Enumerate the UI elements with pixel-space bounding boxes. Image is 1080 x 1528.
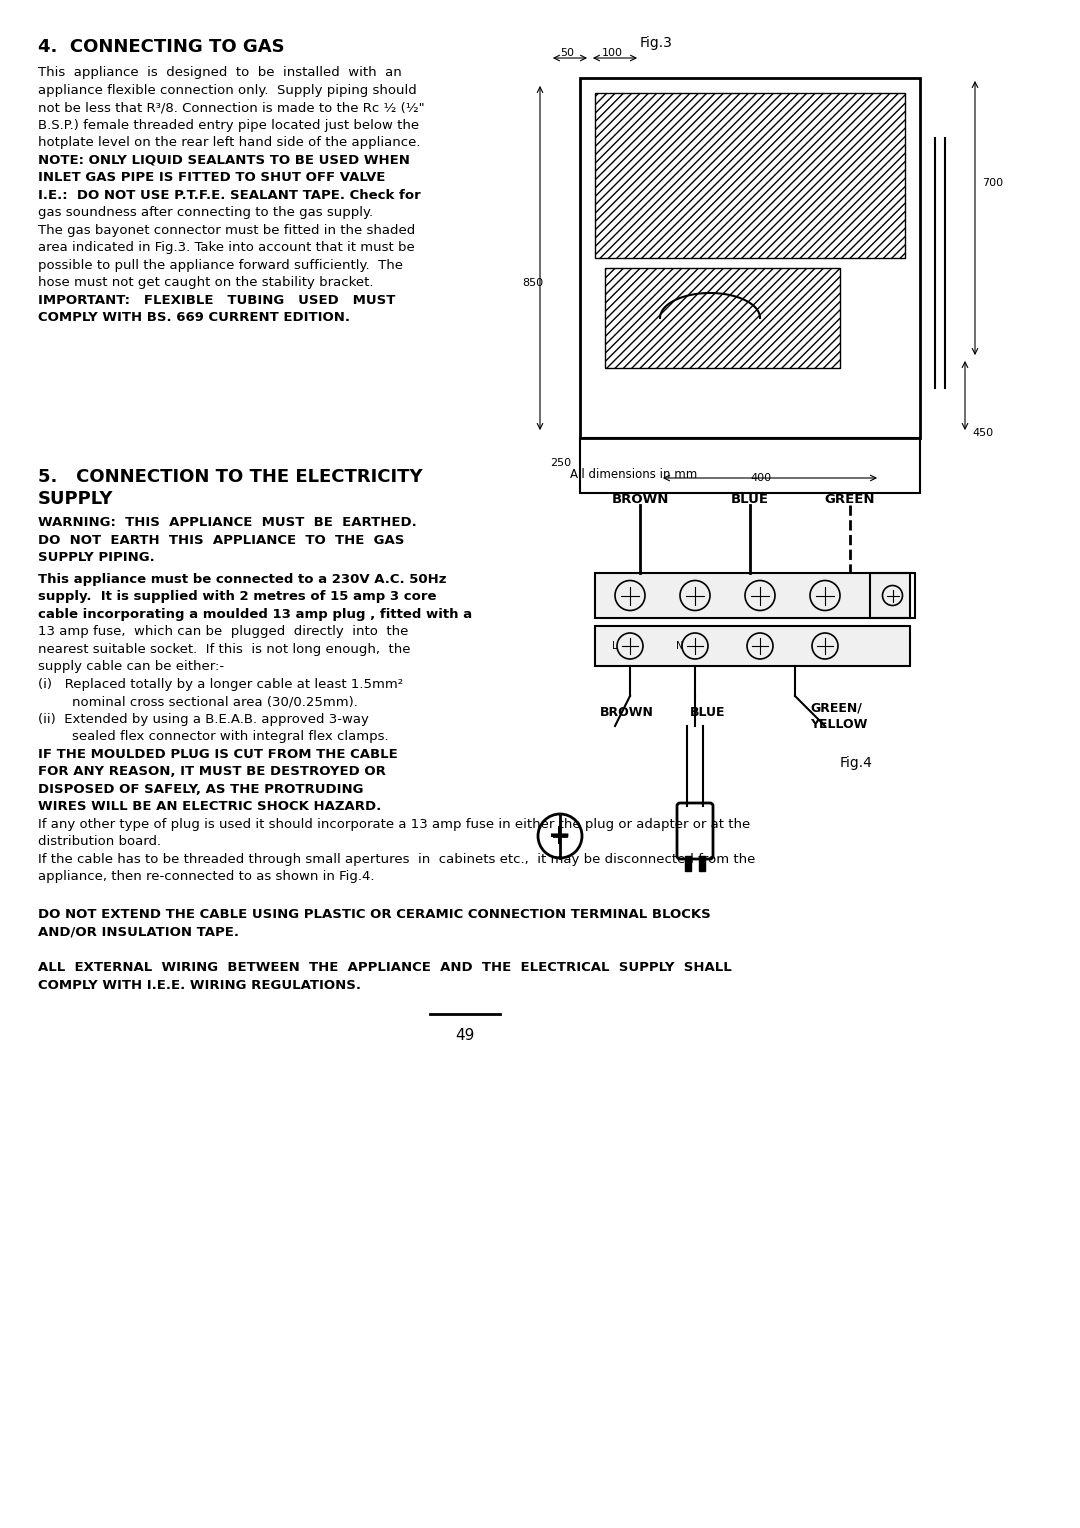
Text: SUPPLY PIPING.: SUPPLY PIPING. (38, 552, 154, 564)
Bar (580, 439, 920, 494)
Text: +: + (549, 822, 571, 850)
Text: COMPLY WITH I.E.E. WIRING REGULATIONS.: COMPLY WITH I.E.E. WIRING REGULATIONS. (38, 978, 361, 992)
Text: AND/OR INSULATION TAPE.: AND/OR INSULATION TAPE. (38, 926, 239, 938)
Bar (595, 573, 910, 617)
Text: SUPPLY: SUPPLY (38, 490, 113, 507)
Text: WARNING:  THIS  APPLIANCE  MUST  BE  EARTHED.: WARNING: THIS APPLIANCE MUST BE EARTHED. (38, 516, 417, 529)
Text: supply cable can be either:-: supply cable can be either:- (38, 660, 225, 672)
Text: All dimensions in mm: All dimensions in mm (570, 468, 698, 481)
Text: GREEN: GREEN (825, 494, 875, 506)
Bar (595, 93, 905, 258)
Text: area indicated in Fig.3. Take into account that it must be: area indicated in Fig.3. Take into accou… (38, 241, 415, 254)
Text: The gas bayonet connector must be fitted in the shaded: The gas bayonet connector must be fitted… (38, 223, 415, 237)
Text: sealed flex connector with integral flex clamps.: sealed flex connector with integral flex… (38, 730, 389, 743)
Text: BROWN: BROWN (600, 706, 653, 720)
Text: cable incorporating a moulded 13 amp plug , fitted with a: cable incorporating a moulded 13 amp plu… (38, 608, 472, 620)
Text: 400: 400 (750, 474, 771, 483)
Text: not be less that R³/8. Connection is made to the Rc ½ (½": not be less that R³/8. Connection is mad… (38, 101, 424, 115)
Text: nearest suitable socket.  If this  is not long enough,  the: nearest suitable socket. If this is not … (38, 642, 410, 656)
Text: DISPOSED OF SAFELY, AS THE PROTRUDING: DISPOSED OF SAFELY, AS THE PROTRUDING (38, 782, 364, 796)
Text: FOR ANY REASON, IT MUST BE DESTROYED OR: FOR ANY REASON, IT MUST BE DESTROYED OR (38, 766, 386, 778)
Text: (i)   Replaced totally by a longer cable at least 1.5mm²: (i) Replaced totally by a longer cable a… (38, 677, 403, 691)
Text: 700: 700 (982, 177, 1003, 188)
Text: IF THE MOULDED PLUG IS CUT FROM THE CABLE: IF THE MOULDED PLUG IS CUT FROM THE CABL… (38, 747, 397, 761)
Text: INLET GAS PIPE IS FITTED TO SHUT OFF VALVE: INLET GAS PIPE IS FITTED TO SHUT OFF VAL… (38, 171, 386, 183)
Text: (ii)  Extended by using a B.E.A.B. approved 3-way: (ii) Extended by using a B.E.A.B. approv… (38, 712, 369, 726)
Text: BLUE: BLUE (731, 494, 769, 506)
FancyBboxPatch shape (677, 804, 713, 859)
Text: appliance, then re-connected to as shown in Fig.4.: appliance, then re-connected to as shown… (38, 869, 375, 883)
Text: Fig.3: Fig.3 (640, 37, 673, 50)
Text: DO  NOT  EARTH  THIS  APPLIANCE  TO  THE  GAS: DO NOT EARTH THIS APPLIANCE TO THE GAS (38, 533, 404, 547)
Text: L: L (612, 642, 618, 651)
Text: DO NOT EXTEND THE CABLE USING PLASTIC OR CERAMIC CONNECTION TERMINAL BLOCKS: DO NOT EXTEND THE CABLE USING PLASTIC OR… (38, 908, 711, 920)
Text: hotplate level on the rear left hand side of the appliance.: hotplate level on the rear left hand sid… (38, 136, 420, 150)
Text: 13 amp fuse,  which can be  plugged  directly  into  the: 13 amp fuse, which can be plugged direct… (38, 625, 408, 639)
Bar (580, 78, 920, 439)
Text: appliance flexible connection only.  Supply piping should: appliance flexible connection only. Supp… (38, 84, 417, 96)
Text: This appliance must be connected to a 230V A.C. 50Hz: This appliance must be connected to a 23… (38, 573, 446, 585)
Text: NOTE: ONLY LIQUID SEALANTS TO BE USED WHEN: NOTE: ONLY LIQUID SEALANTS TO BE USED WH… (38, 153, 410, 167)
Bar (595, 93, 905, 258)
Text: BROWN: BROWN (611, 494, 669, 506)
Text: 5.   CONNECTION TO THE ELECTRICITY: 5. CONNECTION TO THE ELECTRICITY (38, 468, 422, 486)
Text: hose must not get caught on the stability bracket.: hose must not get caught on the stabilit… (38, 277, 374, 289)
Text: 850: 850 (522, 278, 543, 287)
Bar (605, 267, 840, 368)
Bar (870, 573, 915, 617)
Text: 50: 50 (561, 47, 573, 58)
Text: Fig.4: Fig.4 (840, 756, 873, 770)
Text: supply.  It is supplied with 2 metres of 15 amp 3 core: supply. It is supplied with 2 metres of … (38, 590, 436, 604)
Text: 4.  CONNECTING TO GAS: 4. CONNECTING TO GAS (38, 38, 285, 57)
Bar (699, 856, 705, 871)
Text: GREEN/: GREEN/ (810, 701, 862, 714)
Text: This  appliance  is  designed  to  be  installed  with  an: This appliance is designed to be install… (38, 66, 402, 79)
Text: N: N (676, 642, 684, 651)
Text: I.E.:  DO NOT USE P.T.F.E. SEALANT TAPE. Check for: I.E.: DO NOT USE P.T.F.E. SEALANT TAPE. … (38, 188, 421, 202)
Text: distribution board.: distribution board. (38, 834, 161, 848)
Text: possible to pull the appliance forward sufficiently.  The: possible to pull the appliance forward s… (38, 258, 403, 272)
Text: BLUE: BLUE (690, 706, 726, 720)
Text: 450: 450 (972, 428, 994, 439)
Text: 100: 100 (602, 47, 623, 58)
Text: IMPORTANT:   FLEXIBLE   TUBING   USED   MUST: IMPORTANT: FLEXIBLE TUBING USED MUST (38, 293, 395, 307)
Text: COMPLY WITH BS. 669 CURRENT EDITION.: COMPLY WITH BS. 669 CURRENT EDITION. (38, 312, 350, 324)
Text: nominal cross sectional area (30/0.25mm).: nominal cross sectional area (30/0.25mm)… (38, 695, 357, 707)
Text: B.S.P.) female threaded entry pipe located just below the: B.S.P.) female threaded entry pipe locat… (38, 119, 419, 131)
Text: If any other type of plug is used it should incorporate a 13 amp fuse in either : If any other type of plug is used it sho… (38, 817, 751, 831)
Text: gas soundness after connecting to the gas supply.: gas soundness after connecting to the ga… (38, 206, 373, 219)
Text: ALL  EXTERNAL  WIRING  BETWEEN  THE  APPLIANCE  AND  THE  ELECTRICAL  SUPPLY  SH: ALL EXTERNAL WIRING BETWEEN THE APPLIANC… (38, 961, 732, 973)
Bar (605, 267, 840, 368)
Bar (595, 626, 910, 666)
Text: WIRES WILL BE AN ELECTRIC SHOCK HAZARD.: WIRES WILL BE AN ELECTRIC SHOCK HAZARD. (38, 801, 381, 813)
Text: 250: 250 (550, 458, 571, 468)
Text: If the cable has to be threaded through small apertures  in  cabinets etc.,  it : If the cable has to be threaded through … (38, 853, 755, 865)
Bar (685, 856, 691, 871)
Text: YELLOW: YELLOW (810, 718, 867, 730)
Text: 49: 49 (456, 1028, 475, 1044)
